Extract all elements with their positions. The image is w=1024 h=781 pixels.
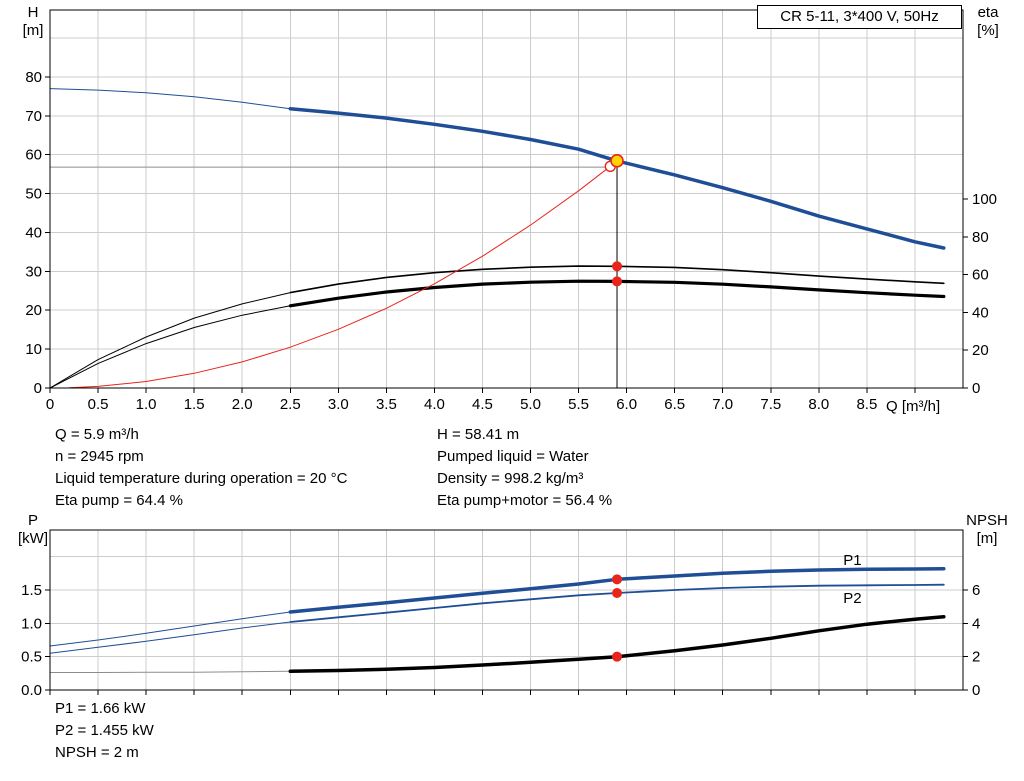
- plot-border: [49, 529, 964, 691]
- y-right-tick-label: 80: [972, 229, 989, 246]
- y-left-tick-label: 80: [25, 69, 42, 86]
- p-axis-title: P [kW]: [9, 512, 57, 548]
- x-tick-label: 7.0: [712, 396, 733, 413]
- y-right-tick-label: 20: [972, 342, 989, 359]
- p2-value: P2 = 1.455 kW: [55, 722, 154, 739]
- x-tick-label: 6.0: [616, 396, 637, 413]
- npsh-value: NPSH = 2 m: [55, 744, 139, 761]
- qh-eta-chart: 0 0.5 1.0 1.5 2.0 2.5 3.0 3.5 4.0 4.5 5.0 5.5 6.0 6.5…: [25, 9, 997, 413]
- x-tick-label: 3.0: [328, 396, 349, 413]
- y-left-tick-label: 60: [25, 147, 42, 164]
- y-right-tick-label: 0: [972, 380, 980, 397]
- x-tick-label: 2.0: [232, 396, 253, 413]
- y-left-tick-label: 40: [25, 224, 42, 241]
- y-left-tick-label: 10: [25, 341, 42, 358]
- x-tick-label: 4.5: [472, 396, 493, 413]
- pumped-liquid-value: Pumped liquid = Water: [437, 448, 589, 465]
- plot-border: [49, 9, 964, 389]
- p2-series-label: P2: [843, 590, 861, 607]
- y-left-tick-label: 1.0: [21, 615, 42, 632]
- y-right-tick-label: 4: [972, 615, 980, 632]
- x-tick-label: 4.0: [424, 396, 445, 413]
- p1-series-label: P1: [843, 552, 861, 569]
- duty-info-left: Q = 5.9 m³/h n = 2945 rpm Liquid tempera…: [55, 424, 347, 512]
- y-left-tick-label: 50: [25, 186, 42, 203]
- y-left-tick-label: 0.0: [21, 682, 42, 699]
- duty-info-right: H = 58.41 m Pumped liquid = Water Densit…: [437, 424, 612, 512]
- system-curve: [68, 165, 611, 389]
- npsh-curve: [288, 614, 946, 674]
- h-axis-title-symbol: H: [27, 4, 39, 21]
- speed-value: n = 2945 rpm: [55, 448, 144, 465]
- npsh-axis-title-symbol: NPSH: [966, 512, 1008, 529]
- y-left-tick-label: 30: [25, 263, 42, 280]
- p2-curve-lowflow: [49, 621, 291, 654]
- q-axis-title: Q [m³/h]: [886, 398, 941, 415]
- eta-pump-motor-point-marker: [612, 276, 623, 287]
- x-tick-label: 8.5: [856, 396, 877, 413]
- x-tick-label: 1.0: [136, 396, 157, 413]
- y-left-tick-label: 20: [25, 302, 42, 319]
- x-tick-label: 5.5: [568, 396, 589, 413]
- power-npsh-chart: 0.0 0.5 1.0 1.5 0 2 4 6 P1 P2: [21, 529, 980, 699]
- eta-pump-point-marker: [612, 261, 623, 272]
- h-axis-title: H [m]: [9, 4, 57, 40]
- x-tick-label: 1.5: [184, 396, 205, 413]
- x-tick-label: 8.0: [808, 396, 829, 413]
- duty-point-marker: [610, 154, 624, 168]
- npsh-axis-title-unit: [m]: [976, 530, 998, 547]
- h-curve-lowflow: [49, 88, 291, 110]
- p-axis-title-symbol: P: [27, 512, 38, 529]
- p-axis-title-unit: [kW]: [18, 530, 48, 547]
- eta-pump-value: Eta pump = 64.4 %: [55, 492, 183, 509]
- y-right-tick-label: 6: [972, 582, 980, 599]
- npsh-point-marker: [612, 651, 623, 662]
- x-tick-label: 7.5: [760, 396, 781, 413]
- y-left-tick-label: 70: [25, 108, 42, 125]
- eta-axis-title: eta [%]: [962, 4, 1014, 40]
- h-axis-title-unit: [m]: [22, 22, 44, 39]
- p1-curve-lowflow: [49, 611, 291, 647]
- y-right-tick-label: 60: [972, 267, 989, 284]
- power-info: P1 = 1.66 kW P2 = 1.455 kW NPSH = 2 m: [55, 698, 154, 764]
- x-tick-label: 2.5: [280, 396, 301, 413]
- npsh-axis-title: NPSH [m]: [956, 512, 1018, 548]
- head-value: H = 58.41 m: [437, 426, 520, 443]
- x-tick-label: 3.5: [376, 396, 397, 413]
- liquid-temperature-value: Liquid temperature during operation = 20…: [55, 470, 348, 487]
- p1-value: P1 = 1.66 kW: [55, 700, 146, 717]
- y-right-tick-label: 100: [972, 191, 997, 208]
- flow-value: Q = 5.9 m³/h: [55, 426, 139, 443]
- x-tick-label: 6.5: [664, 396, 685, 413]
- p1-point-marker: [612, 574, 623, 585]
- eta-pump-motor-curve-lowflow: [49, 305, 291, 389]
- y-right-tick-label: 40: [972, 304, 989, 321]
- x-tick-label: 5.0: [520, 396, 541, 413]
- p2-point-marker: [612, 588, 623, 598]
- y-left-tick-label: 0.5: [21, 649, 42, 666]
- y-right-tick-label: 2: [972, 649, 980, 666]
- y-left-tick-label: 1.5: [21, 582, 42, 599]
- npsh-curve-lowflow: [49, 670, 291, 673]
- eta-pump-motor-value: Eta pump+motor = 56.4 %: [437, 492, 613, 509]
- y-left-tick-label: 0: [34, 380, 42, 397]
- chart-title: CR 5-11, 3*400 V, 50Hz: [780, 8, 939, 25]
- chart-title-box: CR 5-11, 3*400 V, 50Hz: [757, 5, 962, 29]
- eta-pump-curve-lowflow: [49, 292, 291, 389]
- x-tick-label: 0.5: [88, 396, 109, 413]
- x-tick-label: 0: [46, 396, 54, 413]
- eta-axis-title-unit: [%]: [977, 22, 999, 39]
- y-right-tick-label: 0: [972, 682, 980, 699]
- density-value: Density = 998.2 kg/m³: [437, 470, 584, 487]
- eta-axis-title-symbol: eta: [977, 4, 999, 21]
